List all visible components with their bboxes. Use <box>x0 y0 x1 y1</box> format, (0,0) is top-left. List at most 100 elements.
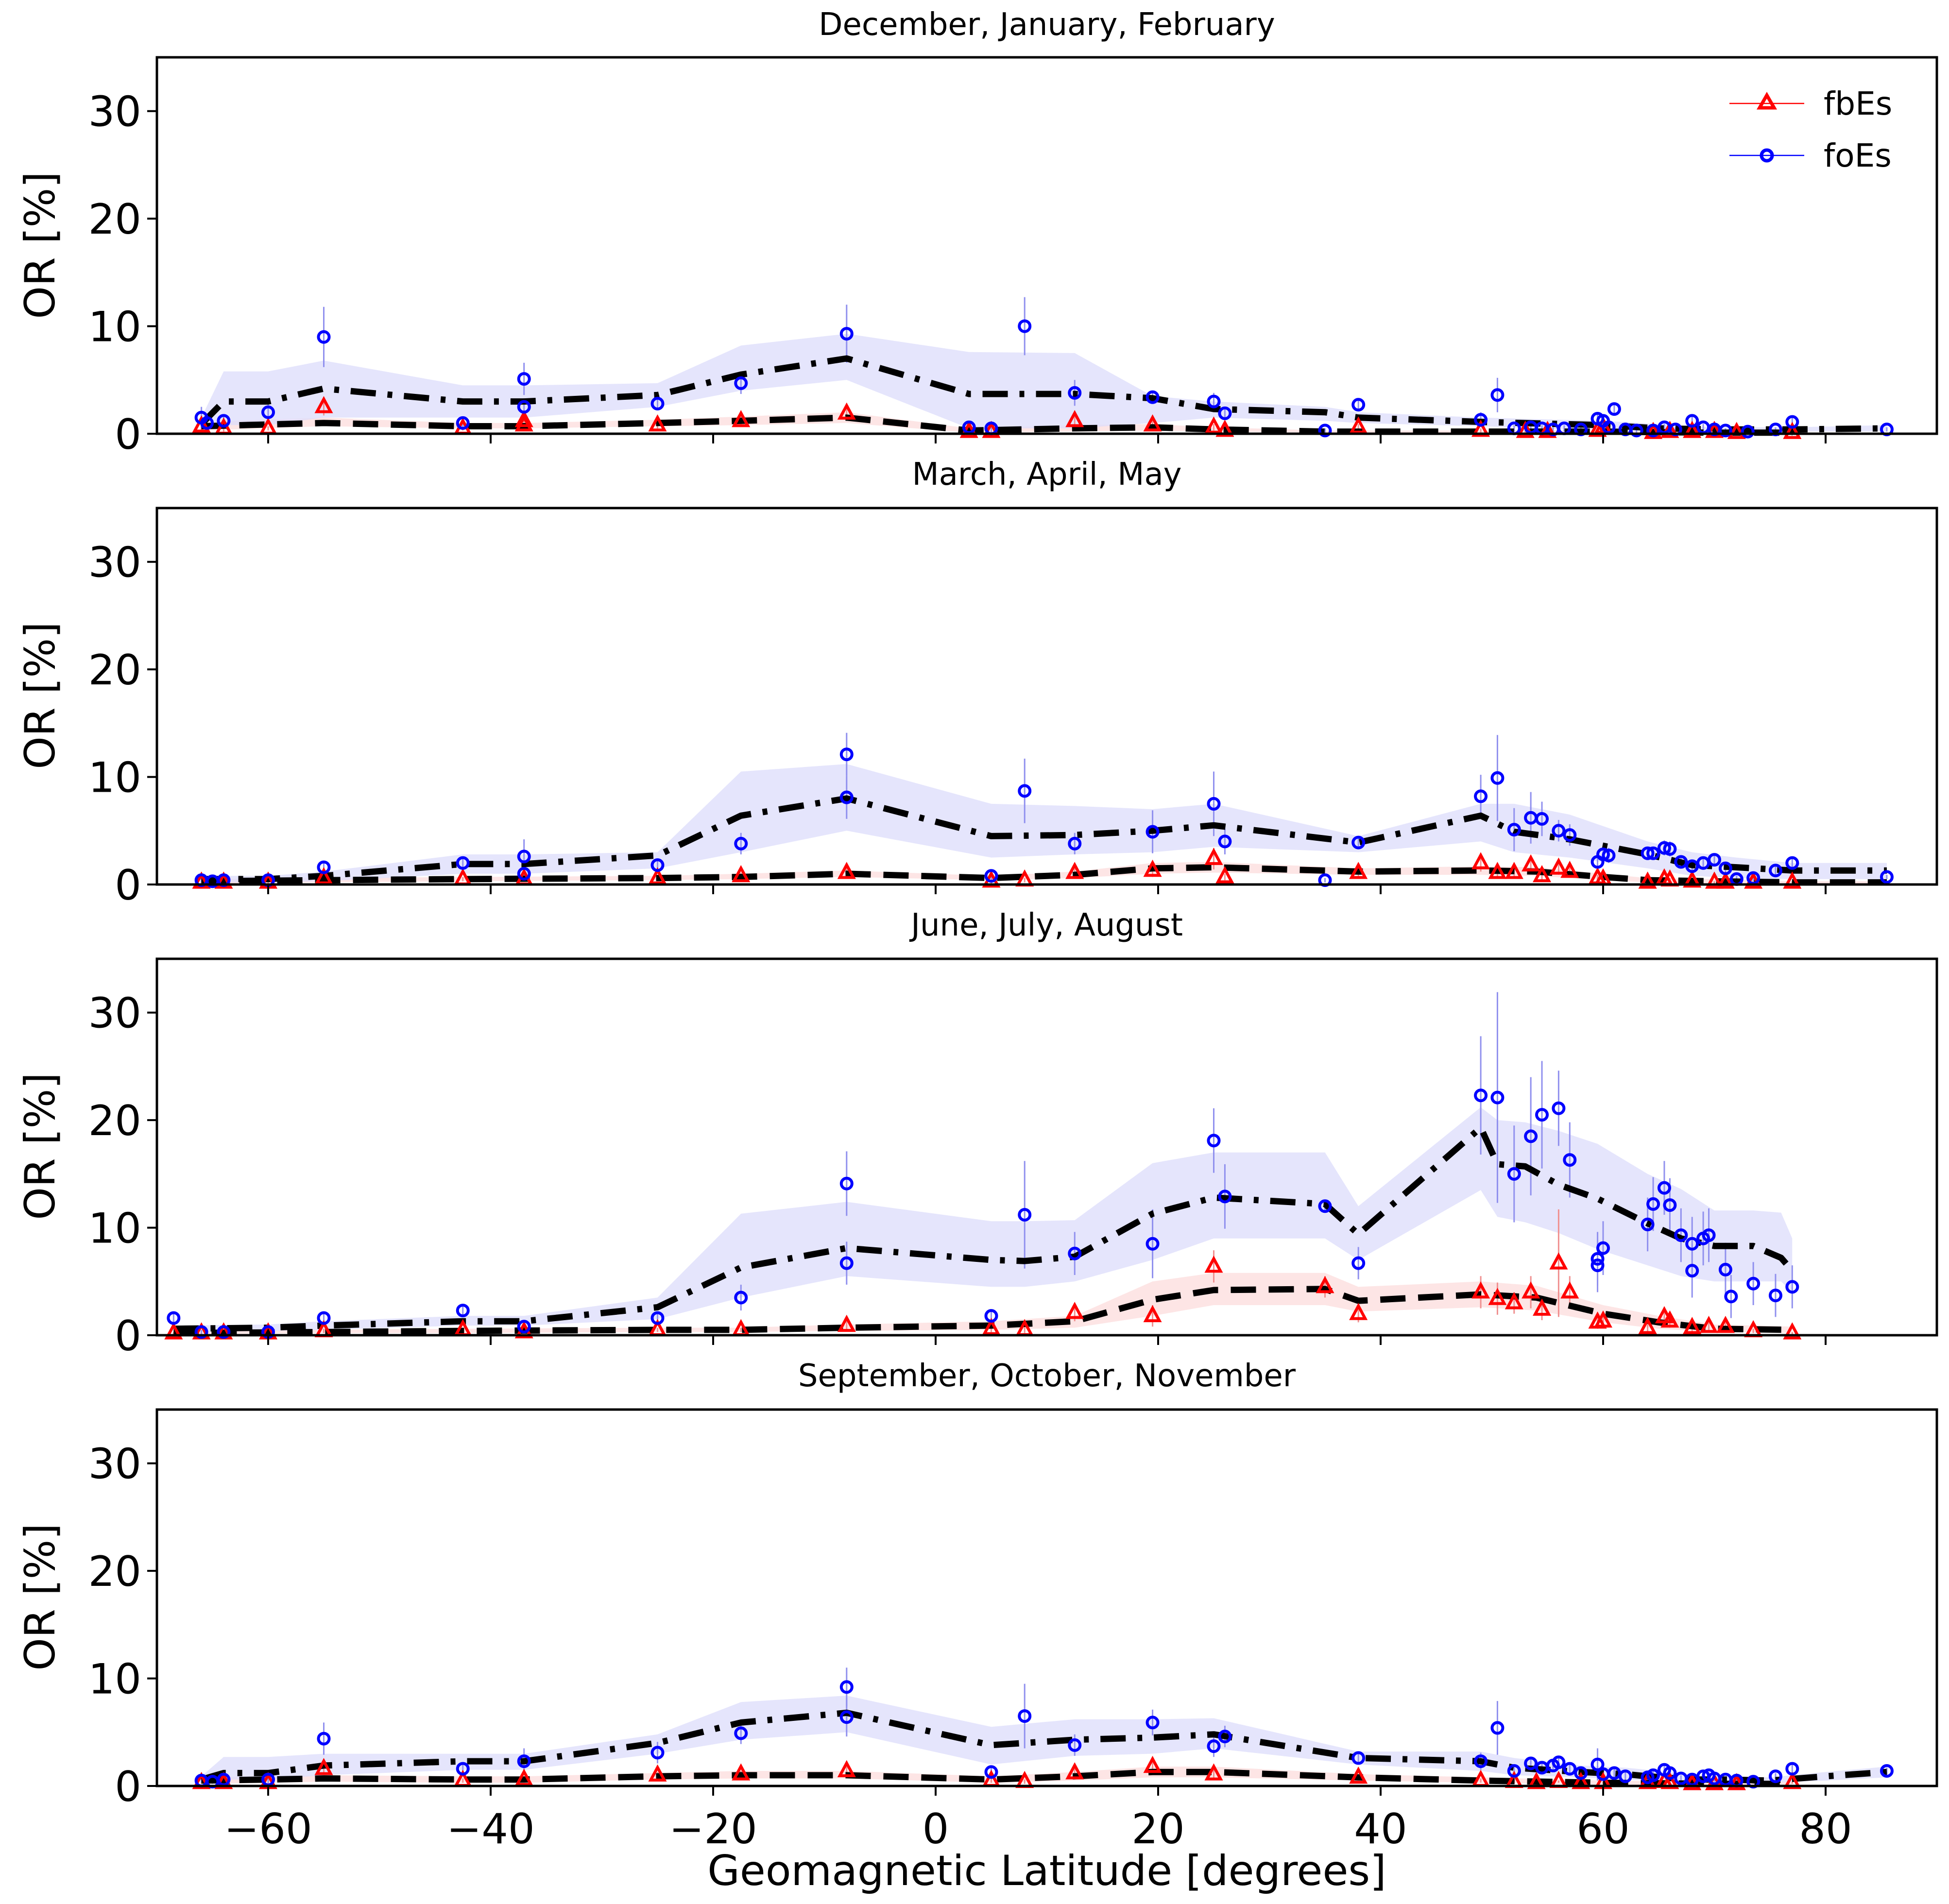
foes-point <box>317 1732 331 1746</box>
legend-foes-marker <box>1760 148 1774 163</box>
foes-point <box>456 416 470 430</box>
panel-mam: March, April, May 0 10 20 30 OR [%] <box>16 457 1938 910</box>
fbes-point <box>1143 859 1162 877</box>
panel-title: June, July, August <box>909 907 1183 943</box>
foes-point <box>1145 1716 1160 1730</box>
x-tick-label: 40 <box>1354 1805 1407 1853</box>
x-tick-label: 0 <box>923 1805 949 1853</box>
y-tick-label: 20 <box>88 195 141 244</box>
foes-point <box>984 1309 998 1323</box>
foes-point <box>1596 848 1610 861</box>
fbes-point <box>1538 421 1557 438</box>
fbes-point <box>1783 1322 1802 1340</box>
foes-point <box>1018 1208 1032 1222</box>
foes-point <box>1351 1751 1366 1765</box>
foes-point <box>1685 1237 1699 1251</box>
foes-point <box>456 1762 470 1776</box>
foes-point <box>1490 1721 1504 1735</box>
foes-band <box>201 334 1887 432</box>
fbes-point <box>1727 422 1746 439</box>
fbes-point <box>1644 422 1663 439</box>
foes-point <box>1207 394 1221 408</box>
fbes-point <box>1783 1772 1802 1789</box>
foes-point <box>984 869 998 883</box>
foes-point <box>1657 841 1671 855</box>
y-tick-label: 30 <box>88 539 141 587</box>
foes-point <box>1474 1754 1488 1768</box>
fbes-point <box>1683 1317 1702 1334</box>
fbes-point <box>1705 871 1724 889</box>
y-tick-label: 0 <box>115 861 141 910</box>
foes-band <box>201 1696 1887 1783</box>
foes-point <box>1474 413 1488 427</box>
fbes-point <box>214 1772 233 1789</box>
fbes-point <box>1527 1772 1546 1789</box>
panel-title: September, October, November <box>798 1358 1296 1394</box>
foes-point <box>1145 390 1160 404</box>
fbes-point <box>837 862 856 879</box>
foes-point <box>1218 1730 1232 1744</box>
fbes-point <box>982 421 1001 438</box>
fbes-point <box>1316 1276 1334 1293</box>
foes-point <box>261 405 275 419</box>
axes-frame <box>155 1408 1938 1787</box>
foes-point <box>1708 853 1721 867</box>
fbes-point <box>1572 1772 1590 1789</box>
foes-point <box>317 860 331 874</box>
fbes-point <box>1783 422 1802 439</box>
fbes-point <box>1522 1281 1540 1299</box>
foes-point <box>1535 1108 1549 1122</box>
foes-point <box>456 856 470 870</box>
fbes-point <box>1204 416 1223 434</box>
fbes-point <box>1488 1288 1507 1305</box>
x-tick-label: −60 <box>224 1805 312 1853</box>
fbes-point <box>837 402 856 420</box>
fbes-point <box>1533 1298 1552 1316</box>
axes-frame <box>155 957 1938 1337</box>
fbes-point <box>192 415 211 433</box>
foes-point <box>1641 846 1655 860</box>
y-tick-label: 0 <box>115 1312 141 1360</box>
fbes-point <box>1065 410 1084 427</box>
foes-point <box>1018 319 1032 333</box>
fbes-point <box>214 871 233 889</box>
fbes-point <box>1143 414 1162 432</box>
y-tick-label: 20 <box>88 1097 141 1145</box>
foes-point <box>1685 1264 1699 1278</box>
fbes-point <box>1593 1310 1613 1328</box>
fbes-point <box>514 410 533 427</box>
foes-point <box>1646 1197 1660 1211</box>
foes-point <box>1785 1762 1799 1776</box>
foes-point <box>1768 1289 1782 1303</box>
fbes-point <box>192 1772 211 1789</box>
foes-point <box>317 1311 331 1325</box>
foes-point <box>1068 836 1082 850</box>
fbes-point <box>837 1314 856 1332</box>
foes-point <box>650 1746 665 1760</box>
foes-point <box>1785 1280 1799 1294</box>
foes-point <box>217 1325 231 1339</box>
fbes-point <box>1215 420 1234 437</box>
fbes-point <box>1504 1292 1523 1309</box>
fbes-point <box>1549 857 1568 875</box>
foes-point <box>1018 784 1032 798</box>
foes-point <box>1574 1766 1588 1780</box>
fbes-point <box>1660 1310 1679 1328</box>
foes-point <box>1018 1709 1032 1723</box>
foes-point <box>1552 1101 1566 1115</box>
y-tick-label: 20 <box>88 1547 141 1596</box>
x-tick-label: −40 <box>446 1805 535 1853</box>
fbes-point <box>1065 862 1084 879</box>
fbes-point <box>1065 1302 1084 1319</box>
fbes-point <box>648 414 667 432</box>
fbes-point <box>1660 1772 1679 1789</box>
fbes-trend-line <box>173 1286 1793 1337</box>
foes-point <box>1351 398 1366 412</box>
panel-title: December, January, February <box>819 7 1275 43</box>
foes-point <box>1524 1129 1538 1143</box>
foes-point <box>1702 1228 1716 1242</box>
axes-frame <box>155 507 1938 886</box>
fbes-point <box>732 865 751 883</box>
fbes-point <box>164 1322 183 1340</box>
